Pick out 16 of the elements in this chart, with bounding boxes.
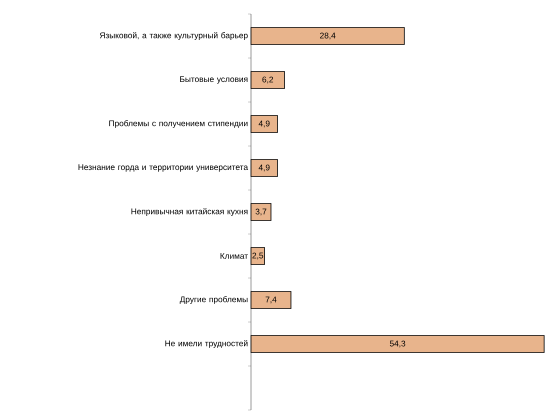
data-label: 6,2 <box>262 76 274 84</box>
data-label: 4,9 <box>258 164 270 172</box>
y-tick-label: Незнание горда и территории университета <box>78 164 248 172</box>
data-label: 4,9 <box>258 120 270 128</box>
data-label: 2,5 <box>252 252 264 260</box>
y-tick-label: Климат <box>220 253 248 259</box>
y-tick-label: Непривычная китайская кухня <box>131 208 248 216</box>
data-label: 54,3 <box>390 340 406 348</box>
y-tick-label: Не имели трудностей <box>165 340 248 348</box>
data-label: 7,4 <box>266 296 276 304</box>
data-label: 28,4 <box>320 32 336 40</box>
y-tick-label: Проблемы с получением стипендии <box>109 120 248 128</box>
y-tick-label: Бытовые условия <box>180 76 248 84</box>
data-label: 3,7 <box>256 208 266 216</box>
y-tick-label: Языковой, а также культурный барьер <box>100 32 248 40</box>
y-tick-label: Другие проблемы <box>180 296 248 304</box>
